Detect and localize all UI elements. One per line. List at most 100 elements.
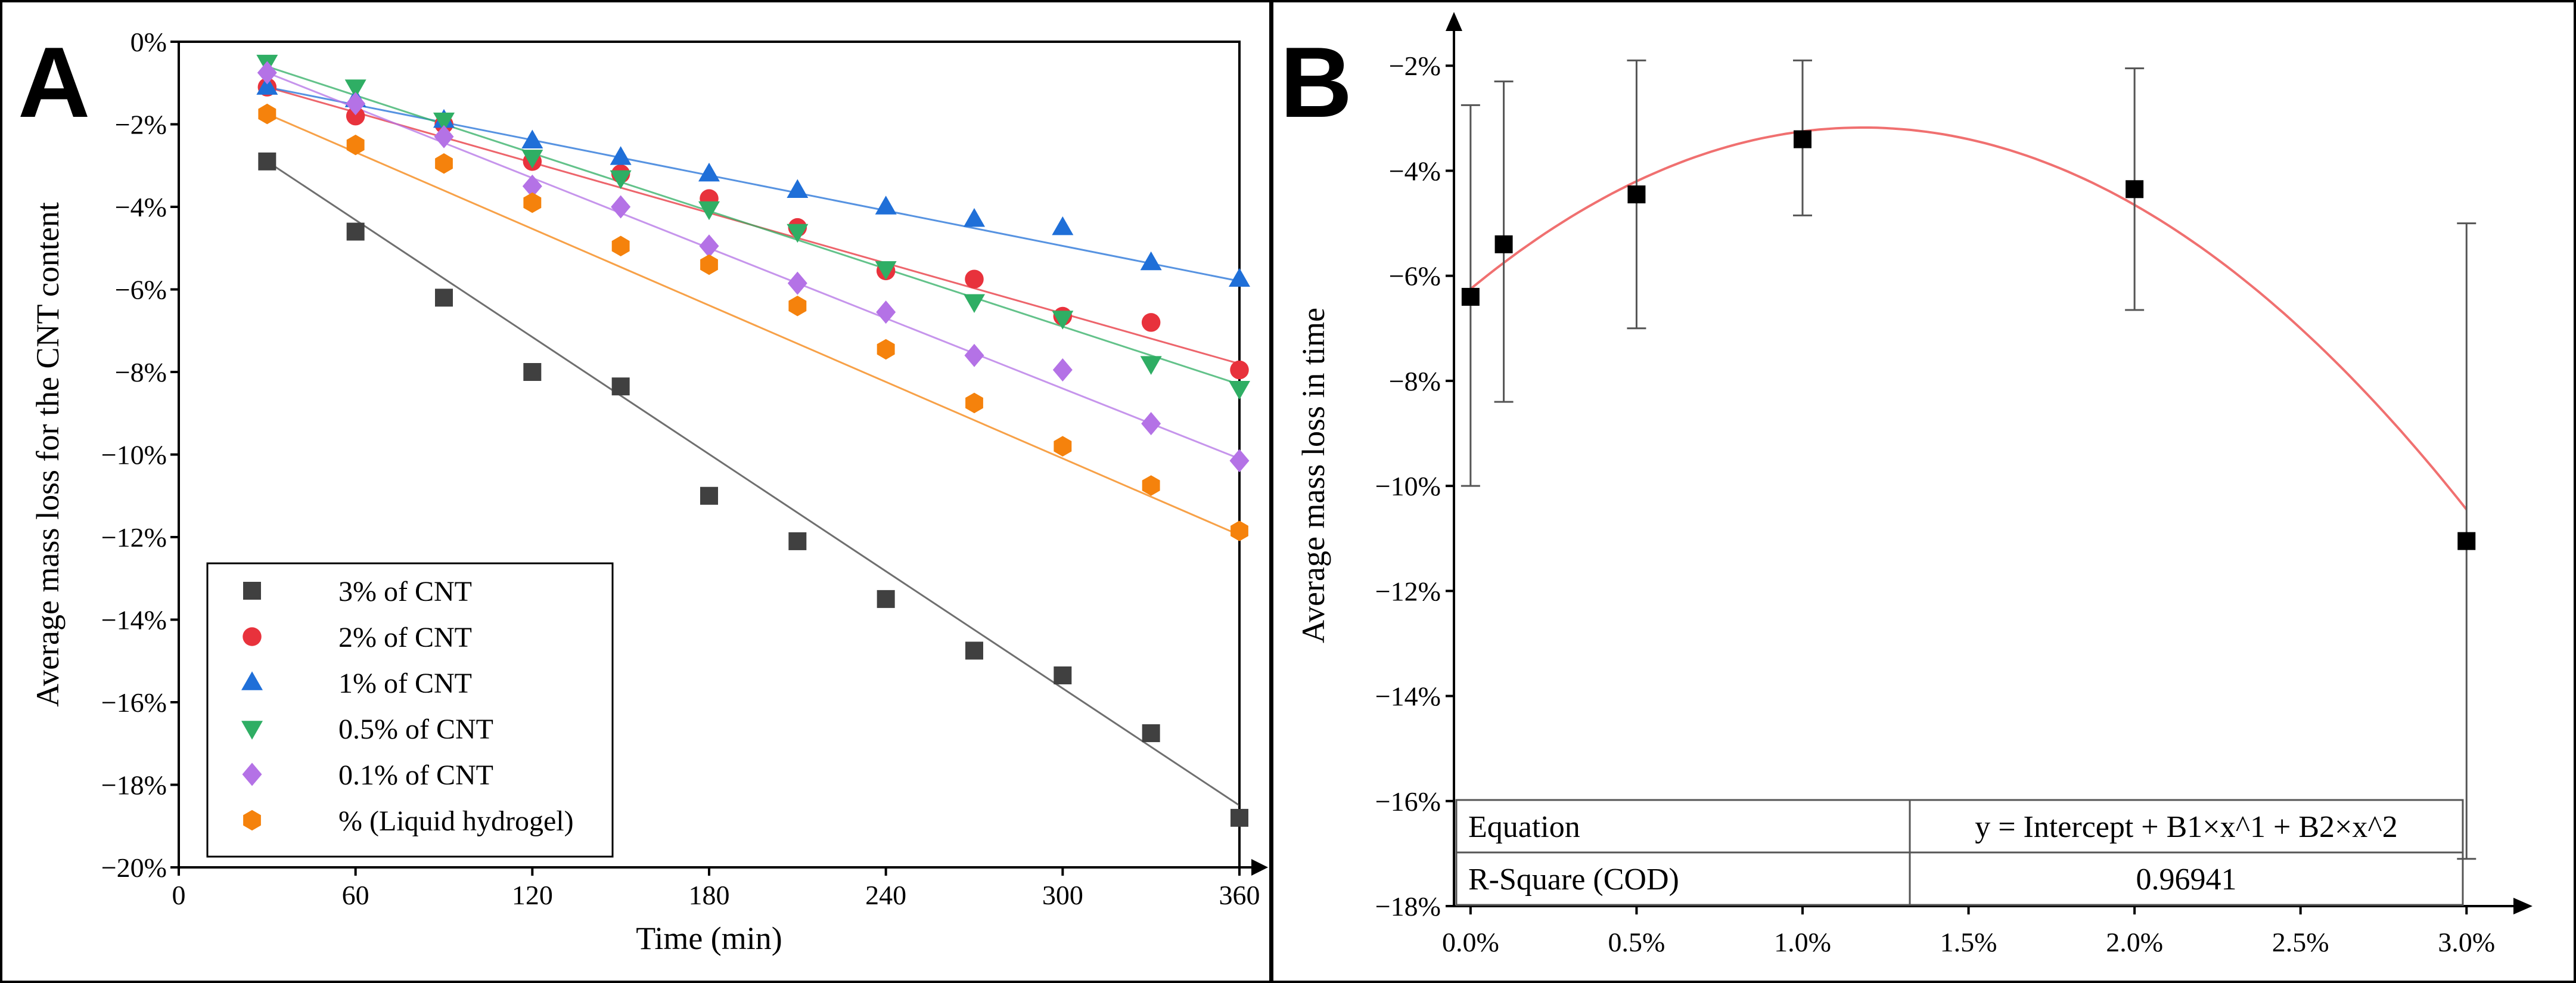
data-point [700, 254, 718, 275]
data-point [1230, 520, 1248, 541]
data-point [435, 289, 453, 307]
data-point [876, 300, 896, 324]
data-point [1052, 358, 1073, 382]
x-tick-label: 2.0% [2106, 927, 2163, 957]
fit-line-5 [266, 113, 1240, 536]
fit-table-value: y = Intercept + B1×x^1 + B2×x^2 [1975, 810, 2398, 844]
y-tick-label: −8% [1389, 366, 1441, 396]
chart-b-x-arrow [2513, 898, 2533, 914]
legend-label: % (Liquid hydrogel) [338, 805, 574, 837]
data-point [611, 195, 631, 219]
data-point [965, 269, 984, 289]
data-point [434, 125, 454, 148]
data-point [965, 641, 983, 660]
legend-marker [241, 721, 263, 740]
x-tick-label: 2.5% [2272, 927, 2329, 957]
data-point [1794, 130, 1811, 148]
data-point [1142, 475, 1160, 496]
panel-b-letter: B [1280, 26, 1352, 138]
x-tick-label: 1.0% [1774, 927, 1831, 957]
data-point [788, 296, 807, 317]
data-point [1230, 360, 1249, 380]
x-tick-label: 120 [512, 880, 553, 910]
data-point [877, 590, 895, 608]
chart-a: A Average mass loss for the CNT content … [18, 26, 1268, 956]
data-point [1142, 724, 1160, 742]
data-point [344, 79, 366, 98]
data-point [699, 234, 719, 258]
chart-a-legend: 3% of CNT 2% of CNT 1% of CNT 0.5% of CNT 0.… [206, 562, 614, 858]
data-point [700, 486, 718, 505]
data-point [698, 162, 720, 182]
y-tick-label: −14% [1375, 681, 1441, 712]
y-tick-label: −14% [101, 605, 167, 635]
data-point [965, 392, 983, 414]
data-point [2126, 180, 2144, 199]
legend-marker [243, 627, 262, 646]
data-point [1054, 436, 1072, 457]
data-point [1140, 356, 1162, 375]
y-tick-label: −4% [115, 192, 167, 222]
data-point [787, 224, 809, 243]
data-point [788, 532, 807, 550]
legend-label: 0.5% of CNT [338, 714, 493, 745]
data-point [521, 150, 543, 169]
y-tick-label: −2% [115, 110, 167, 140]
legend-marker [243, 810, 261, 831]
x-tick-label: 3.0% [2438, 927, 2495, 957]
data-point [1627, 185, 1646, 204]
data-point [611, 377, 630, 396]
x-tick-label: 0.5% [1608, 927, 1665, 957]
data-point [1230, 808, 1248, 827]
panel-divider [1269, 0, 1273, 983]
x-tick-label: 300 [1042, 880, 1083, 910]
data-point [611, 235, 630, 256]
legend-label: 3% of CNT [338, 576, 472, 607]
y-tick-label: −20% [101, 852, 167, 883]
y-tick-label: −10% [1375, 471, 1441, 501]
data-point [877, 339, 895, 360]
data-point [523, 192, 542, 213]
data-point [698, 201, 720, 221]
data-point [1141, 412, 1161, 436]
fit-line-0 [266, 160, 1240, 807]
y-tick-label: −12% [101, 522, 167, 553]
y-tick-label: −4% [1389, 156, 1441, 186]
data-point [1052, 216, 1074, 235]
legend-box [206, 562, 614, 858]
y-tick-label: −12% [1375, 576, 1441, 606]
data-point [256, 76, 278, 95]
y-tick-label: −6% [1389, 261, 1441, 292]
fit-line-4 [266, 72, 1240, 460]
x-tick-label: 0 [172, 880, 186, 910]
y-tick-label: −8% [115, 357, 167, 387]
data-point [610, 146, 632, 165]
fit-table-label: Equation [1468, 810, 1580, 844]
y-tick-label: −16% [101, 687, 167, 718]
data-point [258, 152, 276, 170]
fit-table: Equation y = Intercept + B1×x^1 + B2×x^2 R… [1455, 799, 2464, 906]
y-tick-label: −6% [115, 275, 167, 305]
x-tick-label: 60 [342, 880, 369, 910]
data-point [1494, 235, 1513, 253]
data-point [1141, 313, 1161, 332]
legend-marker [241, 671, 263, 690]
chart-a-x-arrow [1251, 859, 1268, 876]
legend-label: 0.1% of CNT [338, 759, 493, 791]
fit-table-label: R-Square (COD) [1468, 863, 1679, 897]
data-point [787, 179, 809, 199]
data-point [1461, 287, 1480, 306]
data-point [433, 112, 455, 132]
x-tick-label: 360 [1219, 880, 1260, 910]
x-tick-label: 240 [865, 880, 906, 910]
y-tick-label: 0% [130, 27, 167, 57]
x-tick-label: 0.0% [1442, 927, 1499, 957]
y-tick-label: −16% [1375, 786, 1441, 817]
panel-a-letter: A [18, 26, 90, 138]
data-point [787, 271, 807, 295]
data-point [964, 343, 984, 367]
data-point [1229, 380, 1250, 400]
data-point [346, 134, 365, 156]
y-tick-label: −18% [101, 770, 167, 801]
